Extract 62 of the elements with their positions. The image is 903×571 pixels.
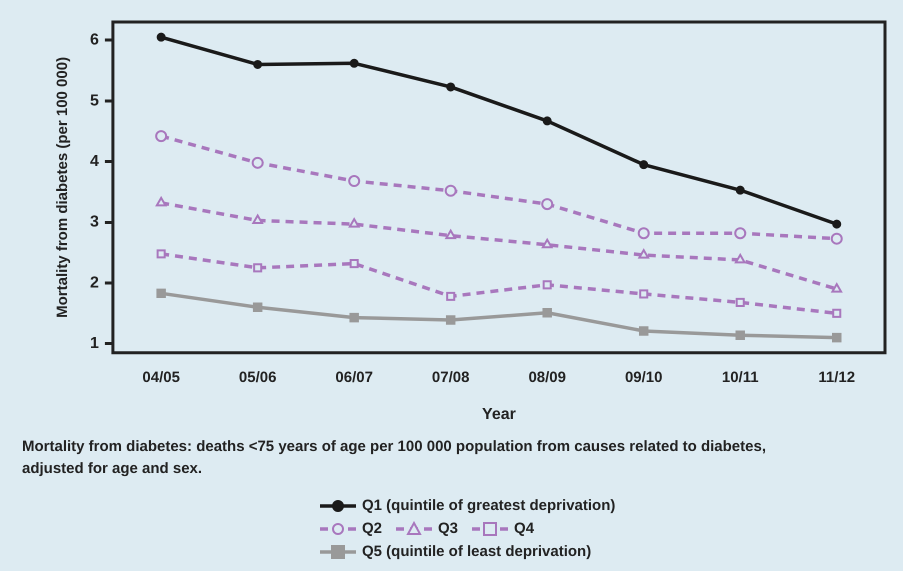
y-tick-label: 1 xyxy=(90,335,99,352)
point xyxy=(638,227,650,240)
x-axis-title: Year xyxy=(482,406,516,423)
point xyxy=(350,259,359,268)
text: Mortality from diabetes: deaths <75 years of age per 100 000 population from causes related to diabetes, adjusted for age and sex. xyxy=(22,437,767,479)
legend-label: Q1 (quintile of greatest deprivation) xyxy=(362,497,616,514)
x-tick-label: 06/07 xyxy=(335,368,373,386)
y-axis-title: Mortality from diabetes (per 100 000) xyxy=(54,56,72,318)
point xyxy=(639,289,648,298)
y-tick-label: 2 xyxy=(90,274,99,292)
point xyxy=(156,32,166,42)
x-tick-label: 10/11 xyxy=(722,368,759,386)
y-tick-label: 3 xyxy=(90,214,99,231)
point xyxy=(445,230,456,240)
point xyxy=(542,116,552,126)
point xyxy=(638,326,648,336)
point xyxy=(832,308,842,318)
x-tick-label: 08/09 xyxy=(528,368,566,386)
legend-label: Q2 xyxy=(362,520,382,537)
legend-label: Q3 xyxy=(438,520,458,537)
point xyxy=(542,280,552,290)
point xyxy=(446,292,456,301)
point xyxy=(350,58,359,68)
point xyxy=(156,249,166,258)
point xyxy=(541,198,554,210)
point xyxy=(734,254,746,264)
point xyxy=(446,315,456,325)
x-tick-label: 04/05 xyxy=(142,368,180,386)
point xyxy=(832,220,842,229)
point xyxy=(734,227,746,240)
point xyxy=(252,302,262,312)
point xyxy=(348,175,360,188)
point xyxy=(735,330,745,340)
point xyxy=(253,60,262,69)
x-tick-label: 05/06 xyxy=(238,368,276,386)
point xyxy=(156,288,166,298)
y-tick-label: 4 xyxy=(90,153,99,170)
point xyxy=(736,186,745,195)
point xyxy=(349,312,359,322)
point xyxy=(155,130,168,142)
point xyxy=(252,156,264,169)
point xyxy=(830,232,843,245)
y-tick-label: 6 xyxy=(90,32,99,49)
point xyxy=(832,332,842,342)
point xyxy=(736,298,745,307)
point xyxy=(542,238,553,248)
legend-label: Q4 xyxy=(514,520,534,537)
x-tick-label: 11/12 xyxy=(818,368,856,386)
point xyxy=(446,82,456,92)
point xyxy=(639,160,648,170)
y-tick-label: 5 xyxy=(90,92,99,110)
point xyxy=(831,283,842,293)
x-tick-label: 09/10 xyxy=(624,368,662,386)
point xyxy=(156,196,166,206)
legend-label: Q5 (quintile of least deprivation) xyxy=(362,543,592,560)
point xyxy=(348,218,360,228)
point xyxy=(444,184,457,197)
point xyxy=(542,308,552,318)
point xyxy=(253,263,262,272)
point xyxy=(252,214,263,224)
point xyxy=(638,249,650,259)
x-tick-label: 07/08 xyxy=(432,368,470,386)
